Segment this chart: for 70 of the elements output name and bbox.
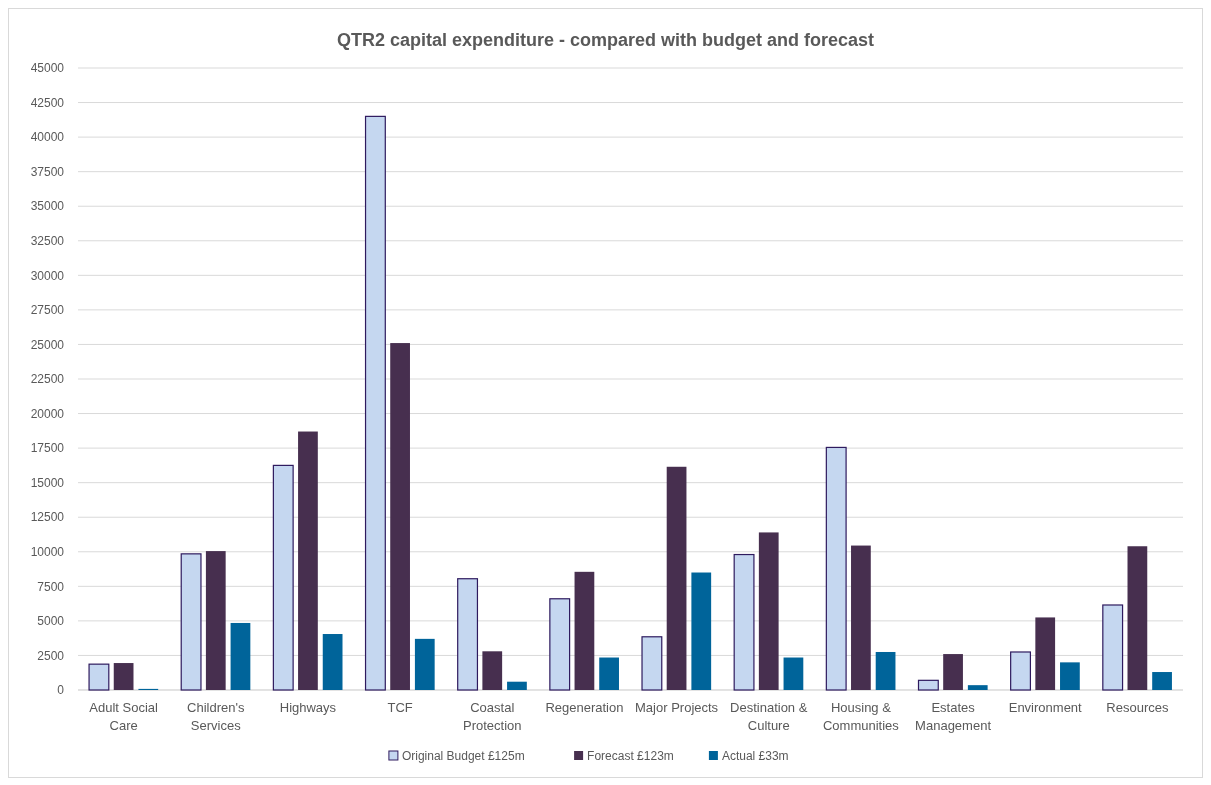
x-tick-label: Major Projects [635,700,719,715]
chart-title: QTR2 capital expenditure - compared with budget and forecast [336,30,875,50]
y-tick-label: 2500 [37,648,65,663]
x-tick-label: Environment [1008,700,1083,715]
bar [364,115,386,691]
x-tick-label: Destination & Culture [730,700,808,733]
bar [574,571,595,690]
x-tick-label: Resources [1106,700,1169,715]
y-tick-label: 5000 [37,614,65,629]
bar [1127,546,1148,690]
bar [875,651,896,690]
bar [641,636,663,691]
y-tick-label: 20000 [30,406,65,421]
bar [390,343,410,690]
bar [758,532,779,690]
y-tick-label: 30000 [30,268,65,283]
y-tick-label: 10000 [30,544,65,559]
bar [230,622,251,690]
x-tick-label: Regeneration [545,700,624,715]
bar [917,679,939,691]
y-tick-label: 32500 [30,233,65,248]
x-tick-label: Children's Services [187,700,245,733]
bar [733,553,755,691]
x-tick-label: Coastal Protection [462,700,522,733]
legend-label: Forecast £123m [587,749,674,764]
x-tick-label: Highways [279,700,337,715]
bar [482,651,503,690]
y-tick-label: 45000 [30,61,65,76]
bar [783,657,804,690]
y-tick-label: 15000 [30,475,65,490]
bar [967,685,988,690]
bar [825,446,847,691]
y-tick-label: 22500 [30,372,65,387]
y-tick-label: 17500 [30,441,65,456]
y-tick-label: 0 [57,683,65,698]
y-tick-label: 37500 [30,164,65,179]
legend-label: Actual £33m [721,749,789,764]
y-tick-label: 25000 [30,337,65,352]
bar [691,572,712,690]
bar [180,553,202,691]
bar [507,681,527,690]
bar [851,545,871,690]
bar [298,431,318,690]
y-tick-label: 12500 [30,510,65,525]
y-tick-label: 27500 [30,303,65,318]
bar [1102,604,1124,691]
y-tick-label: 7500 [37,579,65,594]
bar [457,578,479,691]
x-tick-label: TCF [387,700,413,715]
bar [113,663,134,690]
bar [414,638,435,690]
bar [205,551,226,690]
bar [1010,651,1032,691]
x-tick-label: Estates Management [915,700,992,733]
bar [272,464,294,691]
bar [599,657,619,690]
bar [1035,617,1056,690]
bar [1152,672,1172,690]
bar [88,663,110,691]
y-tick-label: 42500 [30,95,65,110]
x-tick-label: Adult Social Care [89,700,159,733]
y-tick-label: 40000 [30,130,65,145]
y-tick-label: 35000 [30,199,65,214]
bar [549,598,571,691]
bar [666,466,687,690]
bar [943,654,963,690]
x-tick-label: Housing & Communities [822,700,900,733]
bar [322,634,343,690]
legend-label: Original Budget £125m [401,749,525,764]
bar [1060,662,1080,690]
